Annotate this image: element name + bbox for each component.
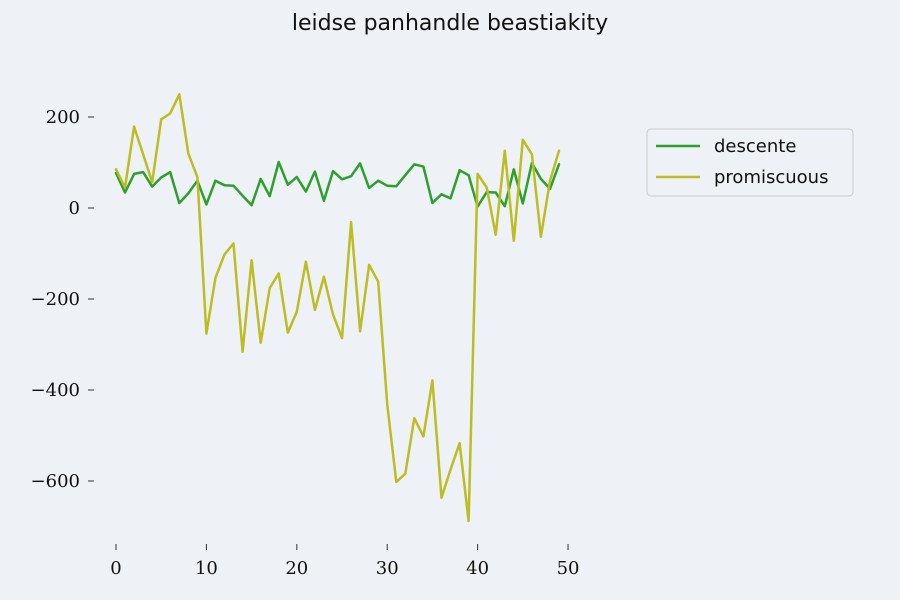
y-tick-label: −200: [31, 289, 80, 310]
y-tick-label: 0: [69, 198, 80, 219]
series-line-promiscuous: [114, 93, 561, 523]
y-tick-label: 200: [46, 107, 80, 128]
y-axis-ticks: −600 −400 −200 0 200: [31, 107, 94, 492]
y-tick-label: −400: [31, 380, 80, 401]
x-axis-ticks: 0 10 20 30 40 50: [110, 544, 579, 579]
y-tick-label: −600: [31, 471, 80, 492]
legend-label-descente: descente: [714, 136, 796, 157]
x-tick-label: 50: [557, 558, 580, 579]
legend: descente promiscuous: [646, 128, 854, 197]
x-tick-label: 10: [195, 558, 218, 579]
x-tick-label: 0: [110, 558, 121, 579]
x-tick-label: 30: [376, 558, 399, 579]
x-tick-label: 20: [285, 558, 308, 579]
plot-area: [114, 93, 561, 523]
axes: −600 −400 −200 0 200 0 10 20 30 40 50: [31, 107, 580, 579]
x-tick-label: 40: [466, 558, 489, 579]
chart-title: leidse panhandle beastiakity: [292, 11, 608, 36]
series-line-descente: [114, 160, 561, 208]
legend-label-promiscuous: promiscuous: [714, 167, 828, 188]
